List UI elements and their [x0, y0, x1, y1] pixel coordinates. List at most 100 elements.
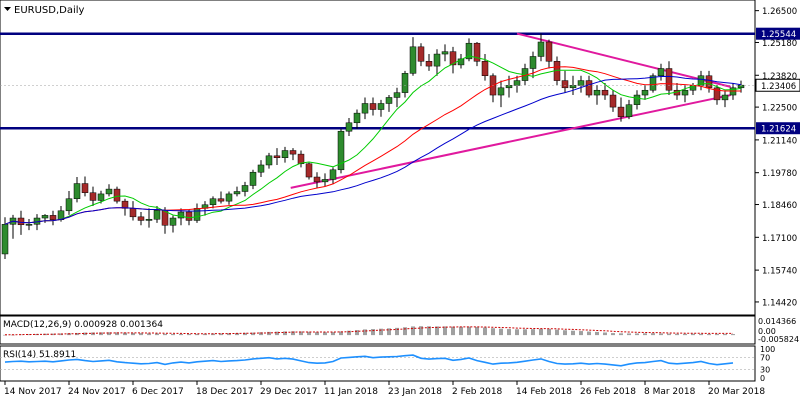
macd-histogram-bar	[275, 331, 279, 336]
macd-histogram-bar	[75, 332, 79, 336]
candle-body-up	[193, 208, 201, 221]
candle-body-up	[233, 191, 241, 195]
macd-histogram-bar	[683, 333, 687, 336]
level-price-label: 1.21624	[761, 125, 796, 135]
candle-body-up	[321, 179, 329, 183]
candle	[641, 85, 649, 100]
candle-body-down	[545, 41, 553, 62]
trendline-1[interactable]	[290, 94, 731, 189]
price-tick-label: 1.22500	[762, 104, 797, 114]
macd-histogram-bar	[291, 331, 295, 336]
candle-body-up	[145, 218, 153, 221]
macd-histogram-bar	[179, 333, 183, 336]
macd-histogram-bar	[699, 333, 703, 336]
macd-histogram-bar	[99, 332, 103, 336]
candle-body-up	[529, 56, 537, 69]
macd-histogram-bar	[619, 333, 623, 336]
macd-histogram-bar	[323, 332, 327, 336]
candle	[401, 70, 409, 98]
macd-histogram-bar	[451, 326, 455, 336]
candle	[561, 70, 569, 93]
price-axis: 1.26500 1.25180 1.23820 1.22500 1.21140 1.197…	[0, 7, 800, 308]
candle	[153, 205, 161, 223]
moving-averages	[4, 55, 742, 225]
candle	[425, 54, 433, 71]
candle	[113, 186, 121, 204]
candle-body-up	[353, 112, 361, 124]
macd-histogram-bar	[507, 329, 511, 336]
macd-histogram-bar	[571, 330, 575, 336]
macd-histogram-bar	[403, 327, 407, 336]
price-tick-label: 1.25180	[762, 39, 797, 49]
candle	[257, 160, 265, 178]
candle-body-up	[681, 89, 689, 96]
price-tick-label: 1.14420	[762, 298, 797, 308]
candle	[273, 148, 281, 165]
candle-body-up	[153, 210, 161, 220]
candle-body-up	[177, 211, 185, 219]
rsi-line	[4, 354, 734, 367]
macd-histogram-bar	[443, 326, 447, 336]
candle	[625, 99, 633, 120]
macd-histogram-bar	[539, 328, 543, 336]
price-tick-label: 1.18460	[762, 201, 797, 211]
candle-body-up	[737, 84, 745, 89]
candle-body-down	[473, 42, 481, 62]
time-tick-label: 8 Mar 2018	[644, 387, 696, 397]
time-tick-label: 14 Feb 2018	[516, 387, 572, 397]
candle	[137, 211, 145, 226]
candle	[473, 41, 481, 67]
candle-body-up	[393, 92, 401, 98]
macd-histogram-bar	[299, 331, 303, 336]
macd-histogram-bar	[355, 330, 359, 336]
macd-histogram-bar	[579, 331, 583, 336]
macd-histogram-bar	[379, 328, 383, 336]
candle-body-down	[17, 217, 25, 226]
candle	[369, 97, 377, 116]
candle-body-up	[1, 224, 9, 255]
macd-histogram-bar	[395, 327, 399, 336]
price-tick-label: 1.19780	[762, 169, 797, 179]
candle-body-down	[561, 80, 569, 89]
candle-body-down	[129, 208, 137, 218]
macd-histogram-bar	[115, 332, 119, 336]
macd-histogram-bar	[587, 331, 591, 336]
macd-histogram-bar	[659, 333, 663, 336]
candle	[73, 177, 81, 203]
macd-histogram-bar	[139, 333, 143, 336]
macd-histogram-bar	[459, 326, 463, 336]
time-tick-label: 20 Mar 2018	[708, 387, 765, 397]
candle	[545, 39, 553, 69]
candle	[353, 109, 361, 129]
level-price-label: 1.25544	[761, 30, 796, 40]
candle	[417, 43, 425, 67]
candle-body-down	[713, 87, 721, 101]
title-dropdown-icon[interactable]	[4, 7, 11, 11]
candle-body-up	[441, 51, 449, 55]
trendline-0[interactable]	[516, 32, 731, 88]
macd-histogram-bar	[219, 333, 223, 336]
candle-body-down	[601, 89, 609, 96]
candle	[265, 152, 273, 169]
macd-histogram-bar	[131, 332, 135, 336]
candle-body-up	[337, 130, 345, 171]
macd-histogram-bar	[27, 334, 31, 336]
time-tick-label: 2 Feb 2018	[452, 387, 503, 397]
macd-histogram-bar	[491, 328, 495, 336]
candle-body-up	[401, 73, 409, 93]
price-tick-label: 1.26500	[762, 7, 797, 17]
macd-histogram-bar	[195, 333, 199, 336]
candle-body-up	[385, 97, 393, 104]
candle	[449, 46, 457, 74]
macd-tick-label: 0.014366	[758, 317, 796, 326]
price-tick-label: 1.21140	[762, 136, 797, 146]
candle-body-down	[705, 75, 713, 89]
candle-body-down	[417, 46, 425, 62]
candle	[593, 85, 601, 105]
candle-body-up	[593, 89, 601, 96]
candle	[25, 218, 33, 231]
